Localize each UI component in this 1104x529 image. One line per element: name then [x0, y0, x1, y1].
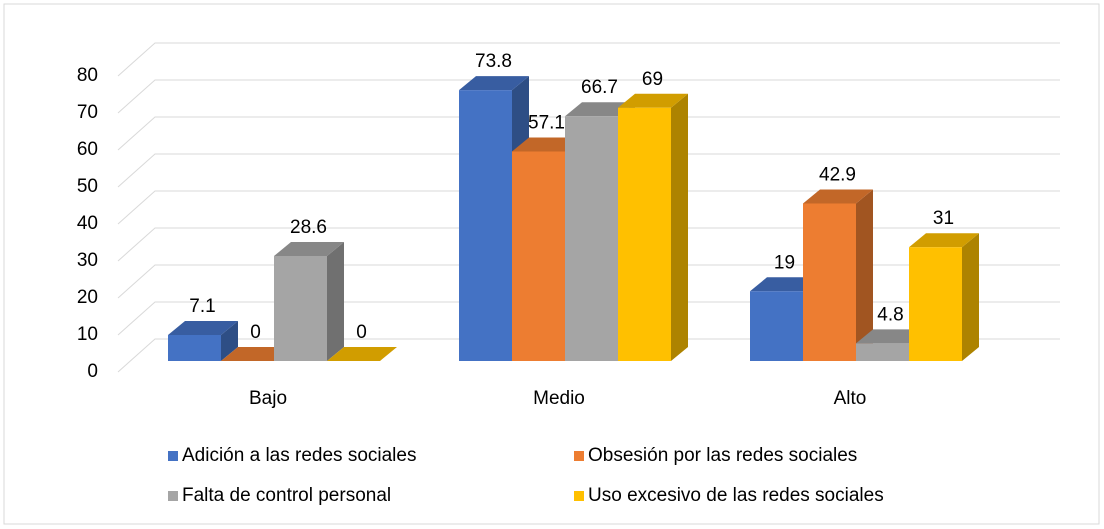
- bar-front: [512, 151, 565, 361]
- bar: [221, 347, 291, 361]
- bar-top: [274, 242, 344, 257]
- bar: [803, 189, 873, 361]
- bar-front: [274, 256, 327, 361]
- legend-swatch: [574, 491, 584, 501]
- bar-front: [750, 291, 803, 361]
- y-tick-label: 80: [77, 65, 98, 86]
- grid-line: [117, 79, 1060, 114]
- grid-line: [117, 153, 1060, 188]
- y-tick-label: 70: [77, 102, 98, 123]
- y-tick-label: 10: [77, 324, 98, 345]
- grid-line: [117, 264, 1060, 299]
- bar-top: [750, 277, 820, 292]
- bar-front: [459, 90, 512, 362]
- bar: [168, 320, 238, 361]
- bar-side: [221, 320, 238, 361]
- y-tick-label: 50: [77, 176, 98, 197]
- y-tick-label: 0: [87, 361, 98, 382]
- data-label: 4.8: [877, 304, 903, 325]
- y-tick-label: 20: [77, 287, 98, 308]
- legend-label: Falta de control personal: [182, 485, 391, 506]
- grid-line: [117, 42, 1060, 77]
- bar-top: [856, 329, 926, 344]
- bar-top: [565, 102, 635, 117]
- legend-label: Uso excesivo de las redes sociales: [588, 485, 884, 506]
- grid-line: [117, 227, 1060, 262]
- legend-label: Obsesión por las redes sociales: [588, 445, 857, 466]
- legend-swatch: [168, 451, 178, 461]
- bar-top: [803, 189, 873, 204]
- bar-front: [168, 334, 221, 361]
- bar-side: [962, 233, 979, 361]
- data-label: 7.1: [189, 296, 215, 317]
- data-label: 31: [933, 208, 954, 229]
- bar-front: [565, 116, 618, 361]
- data-label: 0: [356, 322, 367, 343]
- y-tick-label: 30: [77, 250, 98, 271]
- bar: [618, 93, 688, 362]
- bar-top: [459, 76, 529, 91]
- legend-label: Adición a las redes sociales: [182, 445, 416, 466]
- bar-front: [803, 203, 856, 361]
- bar-top: [327, 347, 397, 361]
- x-tick-label: Bajo: [249, 388, 287, 409]
- data-label: 57.1: [528, 112, 565, 133]
- legend-swatch: [168, 491, 178, 501]
- legend-swatch: [574, 451, 584, 461]
- bar-top: [909, 233, 979, 248]
- y-tick-label: 60: [77, 139, 98, 160]
- bar-front: [856, 343, 909, 361]
- bar-top: [512, 137, 582, 152]
- x-tick-label: Alto: [834, 388, 867, 409]
- bar-side: [327, 242, 344, 361]
- grid-line: [117, 116, 1060, 151]
- bar-front: [618, 107, 671, 362]
- data-label: 73.8: [475, 51, 512, 72]
- grid-line: [117, 190, 1060, 225]
- bar-side: [671, 93, 688, 362]
- y-tick-label: 40: [77, 213, 98, 234]
- bar: [274, 242, 344, 361]
- bar-top: [618, 93, 688, 108]
- bar-side: [856, 189, 873, 361]
- bar-front: [909, 247, 962, 361]
- data-label: 28.6: [290, 217, 327, 238]
- data-label: 42.9: [819, 165, 856, 186]
- bar: [909, 233, 979, 361]
- data-label: 0: [250, 322, 261, 343]
- data-label: 19: [774, 252, 795, 273]
- x-tick-label: Medio: [533, 388, 585, 409]
- bar-top: [221, 347, 291, 361]
- data-label: 69: [642, 69, 663, 90]
- data-label: 66.7: [581, 77, 618, 98]
- bar-top: [168, 320, 238, 335]
- bar: [327, 347, 397, 361]
